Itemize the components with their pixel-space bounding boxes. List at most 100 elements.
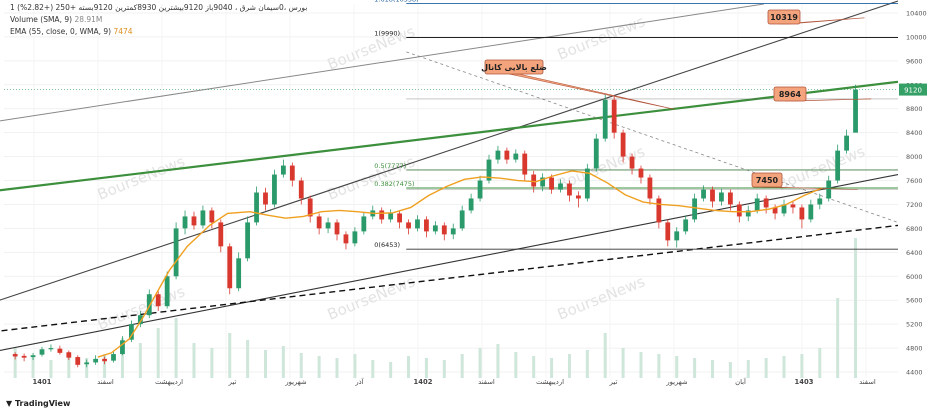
- volume-bar: [335, 358, 339, 378]
- callout-8964-box: [773, 86, 807, 102]
- candle-body: [727, 192, 733, 205]
- volume-bar: [621, 348, 625, 378]
- volume-bar: [210, 348, 214, 378]
- candle-body: [710, 189, 715, 202]
- callout-7450-label: 7450: [756, 176, 779, 185]
- y-tick-label: 8000: [906, 153, 923, 161]
- candle-body: [12, 354, 18, 357]
- fib-levels: 1.618(10558) 1(9990) 0.5(7777) 0.382(7475) 0…: [4, 0, 898, 250]
- volume-bar: [693, 358, 697, 378]
- candle-body: [549, 177, 554, 190]
- candle-body: [674, 231, 680, 241]
- candle-body: [75, 357, 81, 365]
- volume-bar: [657, 354, 661, 378]
- candle-body: [406, 222, 411, 229]
- candle-body: [272, 174, 277, 205]
- candle-body: [665, 222, 671, 241]
- candle-body: [164, 276, 170, 307]
- volume-bar: [746, 360, 750, 378]
- candle-body: [441, 225, 447, 235]
- volume-bar: [854, 238, 858, 378]
- fib-level-label: 0(6453): [374, 241, 400, 249]
- y-tick-label: 7600: [906, 177, 923, 185]
- candle-body: [629, 156, 635, 169]
- candle-body: [388, 213, 394, 220]
- x-tick-label: اسفند: [97, 378, 114, 386]
- callouts[interactable]: 10319 8964 7450 ضلع بالایی کانال: [481, 9, 872, 190]
- candle-body: [191, 216, 197, 226]
- legend-symbol-line: 1 بورس ،0سیمان شرق ، 9040باز 9120بیشترین…: [10, 3, 307, 12]
- y-tick-label: 6400: [906, 249, 923, 257]
- candle-body: [763, 198, 769, 208]
- tradingview-logo[interactable]: ▼ TradingView: [6, 399, 70, 408]
- candle-body: [245, 222, 251, 259]
- candle-body: [638, 168, 644, 178]
- y-tick-label: 5600: [906, 297, 923, 305]
- y-tick-label: 4400: [906, 369, 923, 377]
- trend-line: [0, 80, 899, 192]
- tradingview-logo-text: TradingView: [14, 399, 71, 408]
- candle-body: [227, 246, 233, 289]
- candle-body: [772, 207, 778, 214]
- candle-body: [799, 207, 805, 220]
- candle-body: [289, 165, 295, 181]
- x-tick-label: تیر: [228, 378, 237, 386]
- candle-body: [808, 204, 814, 220]
- volume-bar: [49, 360, 53, 378]
- candle-body: [334, 222, 340, 235]
- candle-body: [173, 228, 179, 277]
- candle-body: [120, 340, 125, 355]
- candle-body: [424, 219, 429, 232]
- callout-channel-label-label: ضلع بالایی کانال: [481, 63, 547, 72]
- candle-body: [111, 354, 116, 361]
- last-price-tag: [899, 83, 927, 96]
- volume-bar: [389, 362, 393, 378]
- candle-body: [683, 219, 689, 232]
- volume-bar: [407, 356, 411, 378]
- volume-bar: [728, 362, 732, 378]
- x-axis: 1401 اسفند اردیبهشت تیر شهریور آذر 1402 اسفند ار…: [33, 377, 876, 386]
- candle-body: [236, 258, 242, 289]
- y-tick-label: 7200: [906, 201, 923, 209]
- volume-bar: [478, 348, 482, 378]
- y-tick-label: 8400: [906, 129, 923, 137]
- candle-body: [352, 231, 358, 244]
- x-tick-label: 1402: [414, 378, 433, 386]
- volume-bar: [567, 354, 571, 378]
- volume-bar: [67, 352, 71, 378]
- x-tick-label: اسفند: [859, 378, 876, 386]
- volume-bar: [585, 350, 589, 378]
- volume-bar: [103, 354, 107, 378]
- candle-body: [602, 99, 608, 139]
- candle-body: [459, 210, 465, 229]
- candle-body: [513, 153, 519, 160]
- x-tick-label: شهریور: [284, 378, 307, 386]
- candle-body: [754, 198, 760, 211]
- volume-bar: [442, 360, 446, 378]
- fib-level-label: 0.5(7777): [374, 162, 406, 170]
- callout-10319-box: [767, 9, 801, 25]
- x-tick-label: آبان: [735, 377, 747, 386]
- trend-lines: [0, 0, 899, 352]
- candle-body: [486, 159, 492, 181]
- volume-bar: [818, 348, 822, 378]
- trend-line: [0, 224, 899, 332]
- x-tick-label: 1403: [795, 378, 814, 386]
- volume-bar: [192, 343, 196, 378]
- candle-body: [477, 180, 483, 199]
- candle-body: [584, 168, 590, 199]
- volume-bar: [514, 352, 518, 378]
- candle-body: [316, 216, 322, 229]
- volume-bar: [31, 356, 35, 378]
- candle-body: [137, 315, 143, 325]
- candle-body: [835, 150, 841, 181]
- volume-bar: [532, 356, 536, 378]
- candle-body: [719, 192, 724, 202]
- candle-body: [647, 177, 653, 199]
- candle-body: [656, 198, 662, 223]
- candle-body: [531, 174, 537, 187]
- y-tick-label: 6000: [906, 273, 923, 281]
- candle-body: [593, 138, 599, 169]
